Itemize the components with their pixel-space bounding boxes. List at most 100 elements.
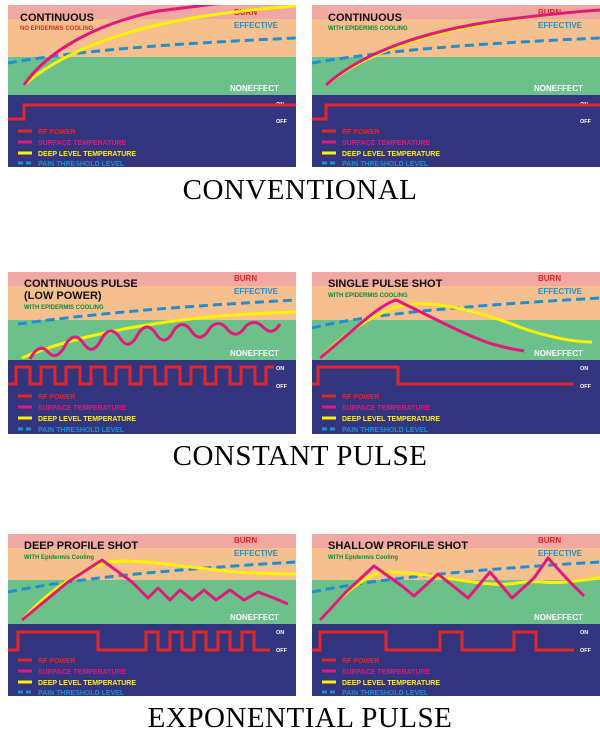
panel-subtitle: WITH EPIDERMIS COOLING [328, 293, 408, 299]
burn-label: BURN [234, 274, 257, 283]
off-label: OFF [580, 119, 592, 125]
svg-text:SURFACE TEMPERATURE: SURFACE TEMPERATURE [38, 669, 126, 676]
off-label: OFF [580, 384, 592, 390]
pain-threshold-line [312, 36, 600, 65]
pain-threshold-line [8, 36, 296, 65]
panel-subtitle: WITH EPIDERMIS COOLING [24, 305, 104, 311]
surface-temperature-line [318, 556, 586, 622]
burn-label: BURN [234, 536, 257, 545]
effective-label: EFFECTIVE [538, 549, 583, 558]
rf-power-line [312, 365, 574, 386]
svg-text:PAIN THRESHOLD LEVEL: PAIN THRESHOLD LEVEL [38, 427, 125, 434]
surface-temperature-line [22, 5, 220, 86]
svg-text:RF POWER: RF POWER [38, 394, 76, 401]
panel-continuous-pulse: CONTINUOUS PULSE (LOW POWER) WITH EPIDER… [8, 272, 296, 434]
svg-text:PAIN THRESHOLD LEVEL: PAIN THRESHOLD LEVEL [38, 161, 125, 167]
svg-text:DEEP LEVEL TEMPERATURE: DEEP LEVEL TEMPERATURE [38, 416, 136, 423]
panel-subtitle: WITH EPIDERMIS COOLING [328, 26, 408, 32]
burn-label: BURN [234, 8, 257, 17]
legend: RF POWER SURFACE TEMPERATURE DEEP LEVEL … [322, 658, 440, 696]
diagram-single-pulse-shot: SINGLE PULSE SHOT WITH EPIDERMIS COOLING… [312, 272, 600, 434]
off-label: OFF [276, 384, 288, 390]
pain-threshold-line [17, 298, 296, 326]
panel-title: CONTINUOUS PULSE [24, 278, 138, 290]
rf-power-line [312, 630, 574, 652]
noneffect-label: NONEFFECT [230, 349, 279, 358]
deep-temperature-line [23, 5, 296, 87]
surface-temperature-line [325, 8, 600, 87]
surface-temperature-line [28, 321, 282, 360]
on-label: ON [276, 630, 284, 636]
panel-subtitle: WITH Epidermis Cooling [328, 555, 398, 561]
panel-subtitle: NO EPIDERMIS COOLING [20, 26, 94, 32]
effective-label: EFFECTIVE [538, 287, 583, 296]
deep-temperature-line [21, 310, 296, 360]
deep-temperature-line [318, 570, 600, 621]
pain-threshold-line [312, 560, 600, 594]
rf-power-line [8, 365, 274, 386]
legend: RF POWER SURFACE TEMPERATURE DEEP LEVEL … [18, 394, 136, 434]
legend: RF POWER SURFACE TEMPERATURE DEEP LEVEL … [322, 129, 440, 167]
noneffect-label: NONEFFECT [534, 613, 583, 622]
rf-power-line [8, 103, 296, 121]
effective-label: EFFECTIVE [234, 287, 279, 296]
diagram-continuous-with-cooling: CONTINUOUS WITH EPIDERMIS COOLING BURN E… [312, 5, 600, 167]
svg-text:DEEP LEVEL TEMPERATURE: DEEP LEVEL TEMPERATURE [342, 416, 440, 423]
panel-title: SINGLE PULSE SHOT [328, 278, 443, 290]
svg-text:SURFACE TEMPERATURE: SURFACE TEMPERATURE [38, 405, 126, 412]
noneffect-label: NONEFFECT [534, 349, 583, 358]
noneffect-label: NONEFFECT [230, 613, 279, 622]
svg-text:DEEP LEVEL TEMPERATURE: DEEP LEVEL TEMPERATURE [38, 151, 136, 158]
diagram-continuous-pulse: CONTINUOUS PULSE (LOW POWER) WITH EPIDER… [8, 272, 296, 434]
section-title-conventional: CONVENTIONAL [182, 174, 418, 206]
svg-text:DEEP LEVEL TEMPERATURE: DEEP LEVEL TEMPERATURE [342, 680, 440, 687]
deep-temperature-line [318, 302, 593, 360]
on-label: ON [276, 366, 284, 372]
panel-continuous-no-cooling: CONTINUOUS NO EPIDERMIS COOLING BURN EFF… [8, 5, 296, 167]
svg-text:SURFACE TEMPERATURE: SURFACE TEMPERATURE [342, 669, 430, 676]
rf-power-line [312, 103, 600, 121]
panel-single-pulse-shot: SINGLE PULSE SHOT WITH EPIDERMIS COOLING… [312, 272, 600, 434]
legend: RF POWER SURFACE TEMPERATURE DEEP LEVEL … [322, 394, 440, 434]
effective-label: EFFECTIVE [234, 549, 279, 558]
svg-text:SURFACE TEMPERATURE: SURFACE TEMPERATURE [38, 140, 126, 147]
legend: RF POWER SURFACE TEMPERATURE DEEP LEVEL … [18, 658, 136, 696]
diagram-shallow-profile-shot: SHALLOW PROFILE SHOT WITH Epidermis Cool… [312, 534, 600, 696]
diagram-deep-profile-shot: DEEP PROFILE SHOT WITH Epidermis Cooling… [8, 534, 296, 696]
noneffect-label: NONEFFECT [230, 84, 279, 93]
off-label: OFF [276, 648, 288, 654]
panel-deep-profile-shot: DEEP PROFILE SHOT WITH Epidermis Cooling… [8, 534, 296, 696]
panel-continuous-with-cooling: CONTINUOUS WITH EPIDERMIS COOLING BURN E… [312, 5, 600, 167]
svg-text:RF POWER: RF POWER [342, 394, 380, 401]
noneffect-label: NONEFFECT [534, 84, 583, 93]
svg-text:PAIN THRESHOLD LEVEL: PAIN THRESHOLD LEVEL [38, 690, 125, 696]
surface-temperature-line [319, 298, 525, 360]
diagram-continuous-no-cooling: CONTINUOUS NO EPIDERMIS COOLING BURN EFF… [8, 5, 296, 167]
svg-text:RF POWER: RF POWER [342, 129, 380, 136]
rf-power-line [8, 630, 270, 652]
panel-title: CONTINUOUS [20, 12, 94, 24]
burn-label: BURN [538, 536, 561, 545]
svg-text:RF POWER: RF POWER [342, 658, 380, 665]
burn-label: BURN [538, 274, 561, 283]
svg-text:DEEP LEVEL TEMPERATURE: DEEP LEVEL TEMPERATURE [38, 680, 136, 687]
svg-text:PAIN THRESHOLD LEVEL: PAIN THRESHOLD LEVEL [342, 161, 429, 167]
svg-text:RF POWER: RF POWER [38, 129, 76, 136]
svg-text:SURFACE TEMPERATURE: SURFACE TEMPERATURE [342, 140, 430, 147]
section-title-exponential-pulse: EXPONENTIAL PULSE [147, 702, 453, 734]
panel-title: CONTINUOUS [328, 12, 402, 24]
svg-text:RF POWER: RF POWER [38, 658, 76, 665]
burn-label: BURN [538, 8, 561, 17]
section-title-constant-pulse: CONSTANT PULSE [172, 440, 428, 472]
legend: RF POWER SURFACE TEMPERATURE DEEP LEVEL … [18, 129, 136, 167]
panel-title: DEEP PROFILE SHOT [24, 540, 138, 552]
deep-temperature-line [20, 559, 296, 622]
svg-text:DEEP LEVEL TEMPERATURE: DEEP LEVEL TEMPERATURE [342, 151, 440, 158]
on-label: ON [580, 366, 588, 372]
surface-temperature-line [21, 558, 289, 622]
on-label: ON [580, 630, 588, 636]
panel-shallow-profile-shot: SHALLOW PROFILE SHOT WITH Epidermis Cool… [312, 534, 600, 696]
effective-label: EFFECTIVE [234, 21, 279, 30]
svg-text:PAIN THRESHOLD LEVEL: PAIN THRESHOLD LEVEL [342, 427, 429, 434]
panel-subtitle: WITH Epidermis Cooling [24, 555, 94, 561]
